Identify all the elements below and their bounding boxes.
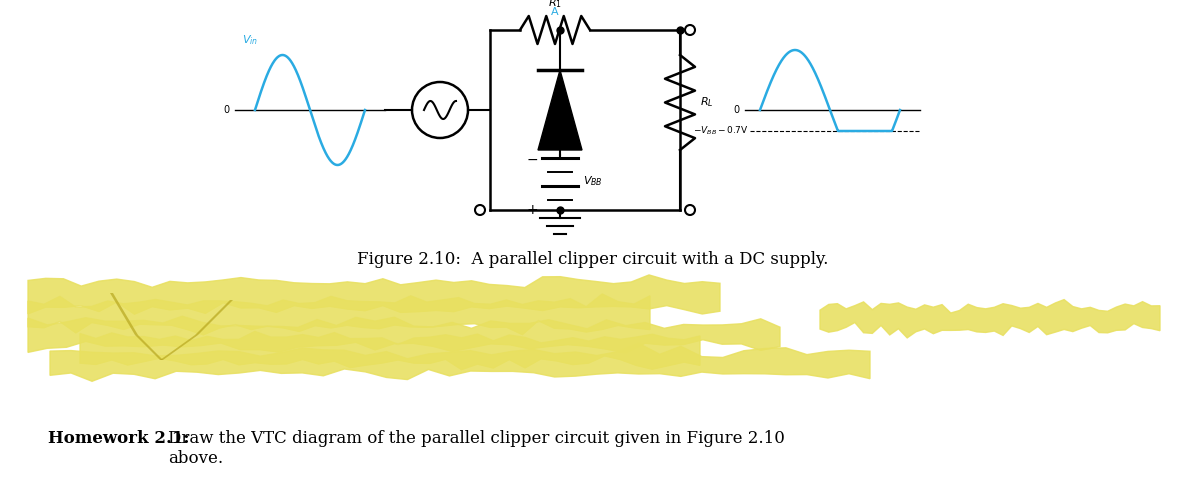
Polygon shape xyxy=(135,335,162,360)
Text: A: A xyxy=(551,7,559,17)
Text: −: − xyxy=(527,153,537,167)
Text: Figure 2.10:  A parallel clipper circuit with a DC supply.: Figure 2.10: A parallel clipper circuit … xyxy=(357,252,829,268)
Polygon shape xyxy=(110,293,138,335)
Polygon shape xyxy=(195,300,232,335)
Polygon shape xyxy=(50,343,871,381)
Text: $R_1$: $R_1$ xyxy=(548,0,562,10)
Polygon shape xyxy=(28,294,650,335)
Text: $V_{in}$: $V_{in}$ xyxy=(242,33,259,47)
Text: $V_{BB}$: $V_{BB}$ xyxy=(584,174,602,188)
Text: Draw the VTC diagram of the parallel clipper circuit given in Figure 2.10
above.: Draw the VTC diagram of the parallel cli… xyxy=(168,430,785,467)
Polygon shape xyxy=(160,335,198,360)
Polygon shape xyxy=(28,316,780,353)
Text: 0: 0 xyxy=(734,105,740,115)
Text: +: + xyxy=(527,203,537,217)
Text: Homework 2.1:: Homework 2.1: xyxy=(47,430,190,447)
Polygon shape xyxy=(820,300,1160,338)
Polygon shape xyxy=(79,332,700,370)
Text: 0: 0 xyxy=(224,105,230,115)
Polygon shape xyxy=(538,70,582,150)
Polygon shape xyxy=(28,275,720,314)
Text: $R_L$: $R_L$ xyxy=(700,95,714,109)
Text: $-V_{BB}-0.7\mathrm{V}$: $-V_{BB}-0.7\mathrm{V}$ xyxy=(693,125,748,137)
